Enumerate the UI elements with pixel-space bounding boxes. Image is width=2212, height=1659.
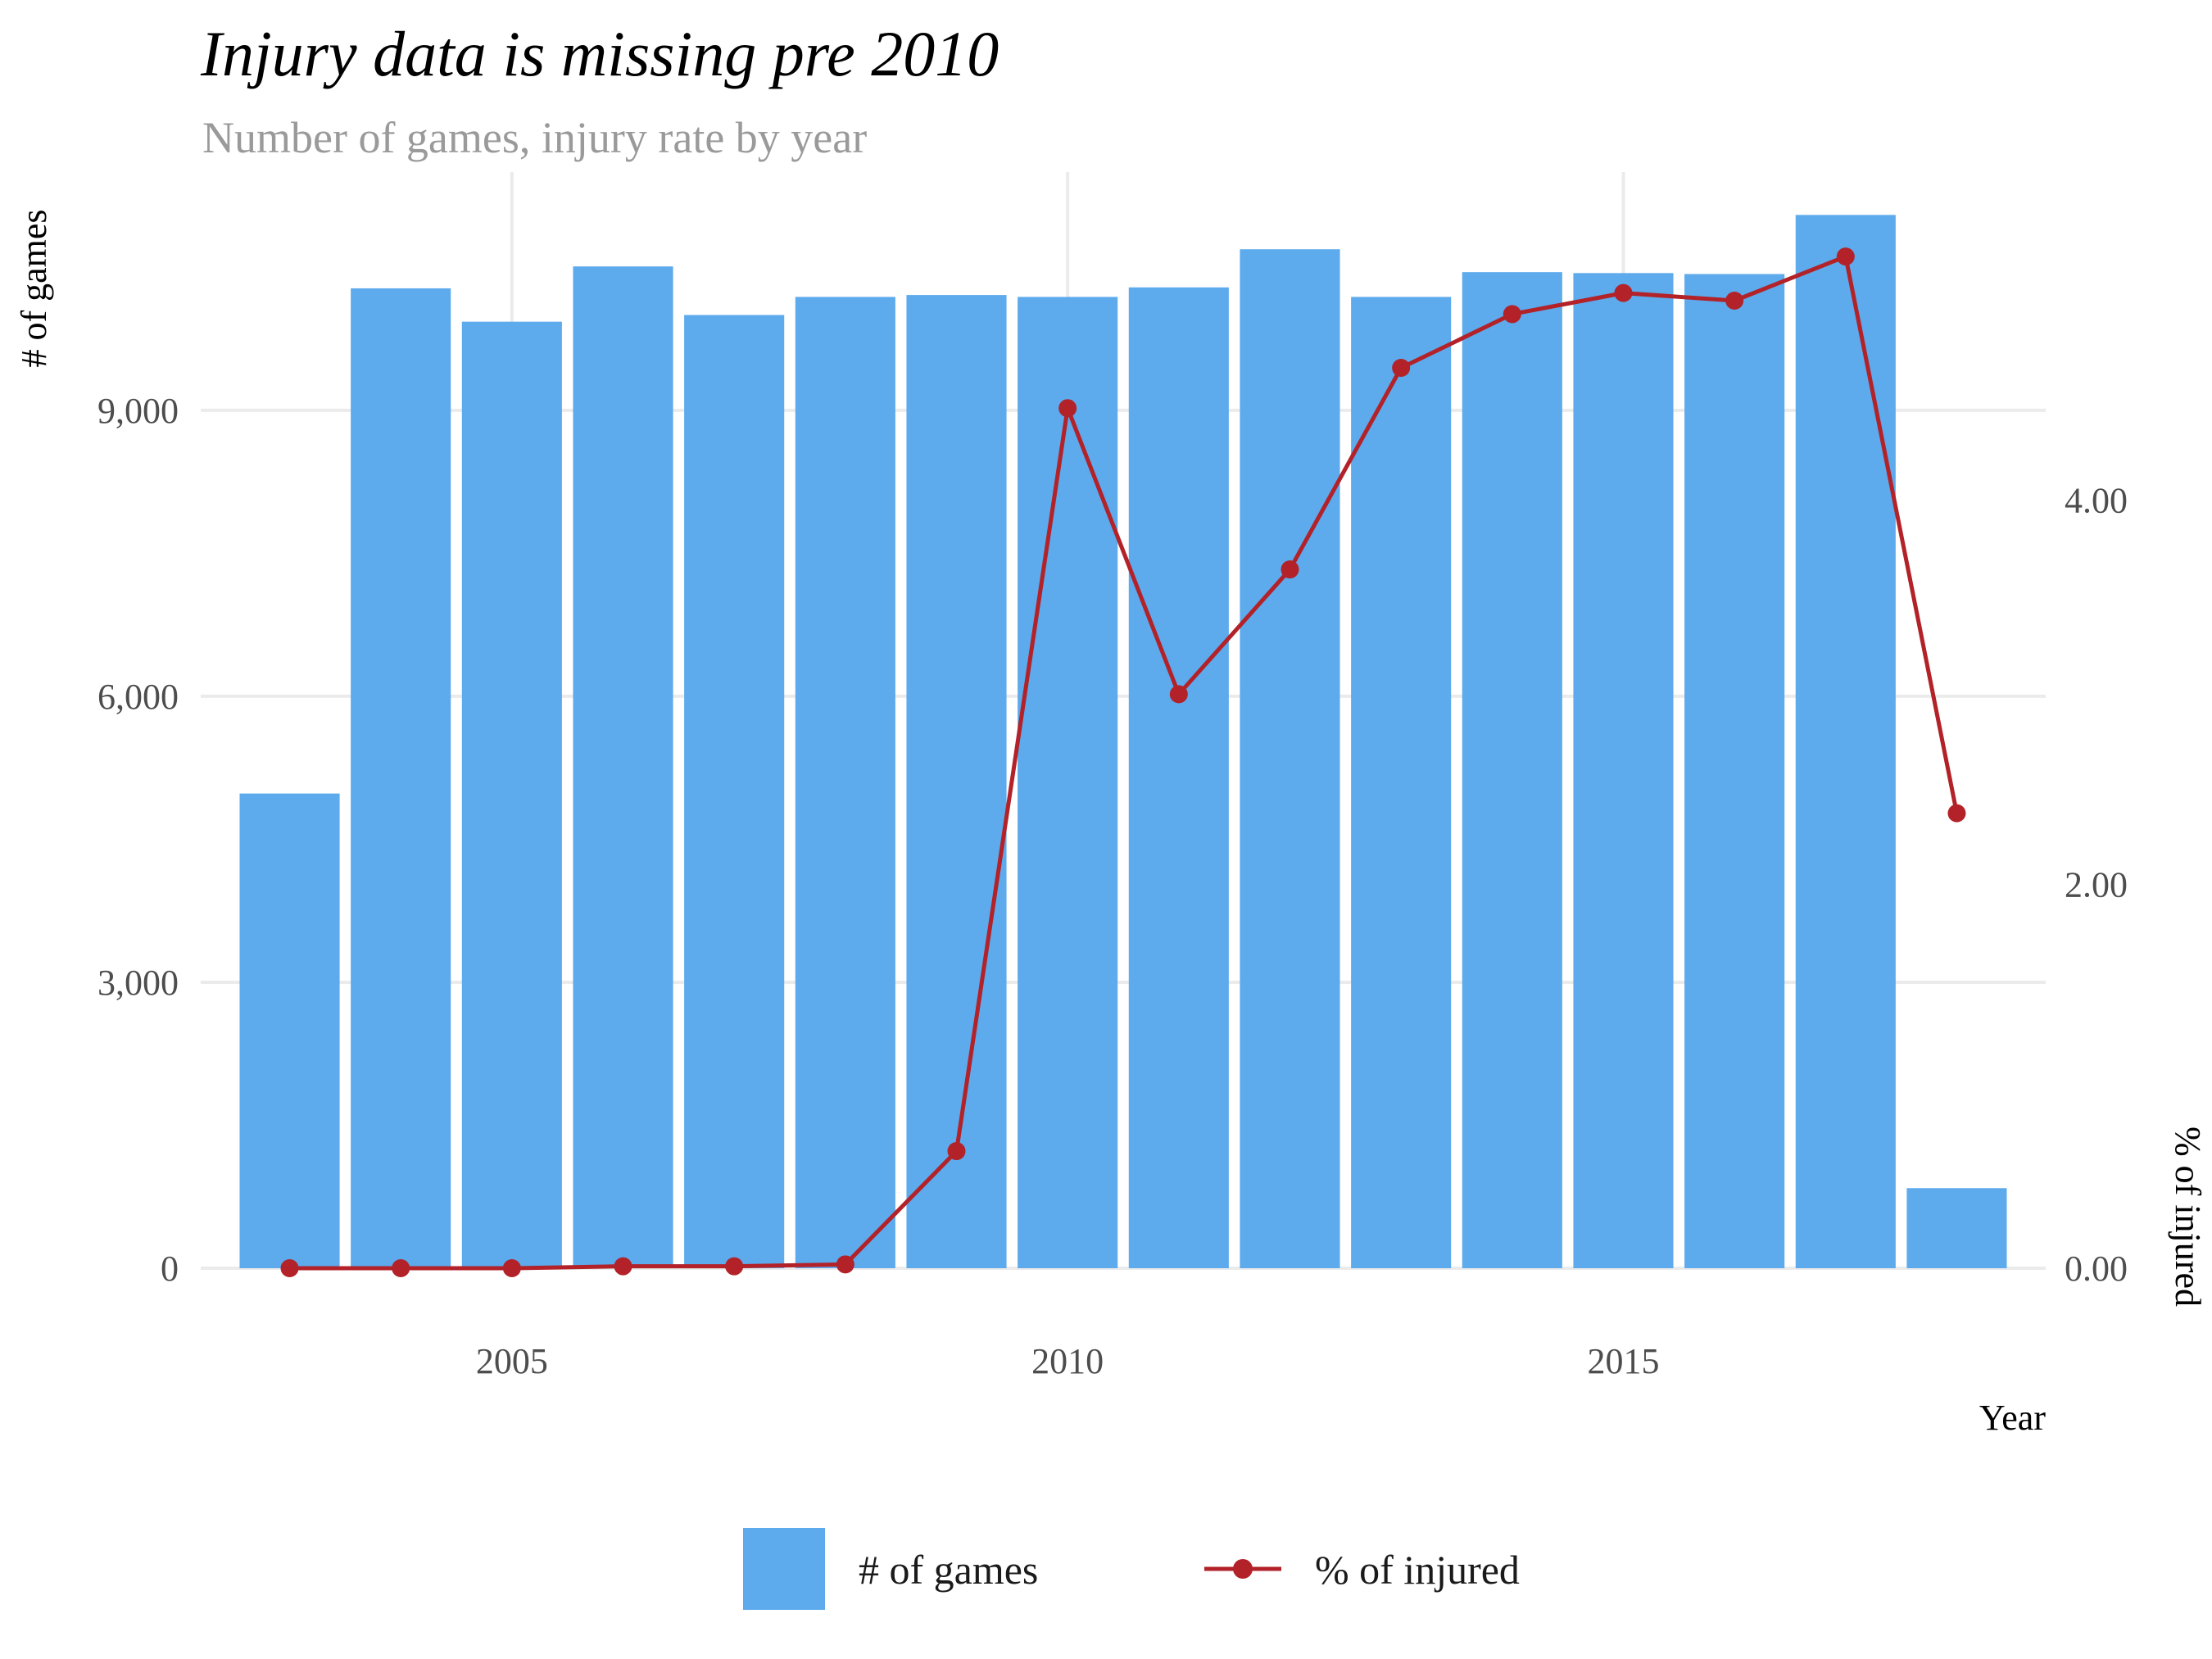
y2-tick-label-0: 0.00 — [2065, 1249, 2128, 1289]
y-tick-label-2: 6,000 — [97, 677, 179, 717]
injury-point-2015 — [1614, 283, 1633, 302]
injury-line — [289, 254, 1959, 1271]
bar-2012 — [1240, 249, 1340, 1269]
x-axis-title: Year — [1979, 1398, 2046, 1438]
y-tick-label-0: 0 — [161, 1249, 179, 1289]
y2-axis-title: % of injured — [2168, 1126, 2208, 1307]
y-axis-right: 0.00 2.00 4.00 — [2065, 481, 2128, 1289]
y2-tick-label-2: 4.00 — [2065, 481, 2128, 521]
injury-point-2017 — [1836, 247, 1855, 266]
injury-point-2018 — [1947, 804, 1966, 823]
bar-2017 — [1795, 215, 1896, 1268]
bar-2006 — [573, 266, 673, 1269]
bar-2008 — [795, 297, 895, 1268]
bar-2013 — [1351, 297, 1452, 1268]
injury-point-2006 — [614, 1257, 632, 1276]
line-series — [280, 247, 1966, 1277]
bar-2010 — [1018, 297, 1118, 1268]
injury-point-2011 — [1169, 685, 1188, 704]
bar-2014 — [1462, 272, 1562, 1268]
injury-point-2014 — [1503, 305, 1521, 324]
x-axis: 2005 2010 2015 — [476, 1341, 1660, 1381]
injury-point-2003 — [280, 1259, 299, 1277]
x-tick-label-2: 2015 — [1587, 1341, 1659, 1381]
bar-2009 — [906, 295, 1007, 1269]
legend-label-injured: % of injured — [1315, 1547, 1520, 1593]
x-tick-label-0: 2005 — [476, 1341, 548, 1381]
injury-point-2007 — [725, 1257, 744, 1276]
x-tick-label-1: 2010 — [1031, 1341, 1104, 1381]
legend-key-injured-point — [1233, 1559, 1253, 1579]
y-axis-left: 0 3,000 6,000 9,000 — [97, 391, 179, 1289]
y-axis-title: # of games — [14, 209, 54, 367]
bar-2003 — [239, 793, 340, 1268]
injury-point-2004 — [392, 1259, 410, 1277]
injury-point-2009 — [947, 1142, 966, 1161]
legend: # of games % of injured — [743, 1528, 1520, 1610]
legend-label-games: # of games — [859, 1547, 1038, 1593]
injury-point-2016 — [1725, 291, 1744, 310]
chart-subtitle: Number of games, injury rate by year — [202, 113, 867, 162]
bar-2005 — [461, 321, 562, 1269]
legend-key-games — [743, 1528, 825, 1610]
bar-2018 — [1906, 1188, 2007, 1268]
chart-title: Injury data is missing pre 2010 — [200, 18, 999, 89]
bar-2015 — [1573, 273, 1674, 1268]
bar-2004 — [351, 288, 451, 1268]
bar-series — [239, 215, 2007, 1269]
injury-point-2012 — [1281, 560, 1299, 579]
injury-point-2010 — [1058, 399, 1077, 418]
y2-tick-label-1: 2.00 — [2065, 864, 2128, 904]
injury-point-2013 — [1392, 359, 1411, 378]
y-tick-label-3: 9,000 — [97, 391, 179, 431]
bar-2007 — [684, 315, 785, 1268]
injury-point-2008 — [836, 1255, 854, 1274]
injury-point-2005 — [502, 1259, 521, 1277]
bar-2016 — [1684, 274, 1785, 1268]
bar-2011 — [1128, 287, 1229, 1268]
y-tick-label-1: 3,000 — [97, 963, 179, 1003]
